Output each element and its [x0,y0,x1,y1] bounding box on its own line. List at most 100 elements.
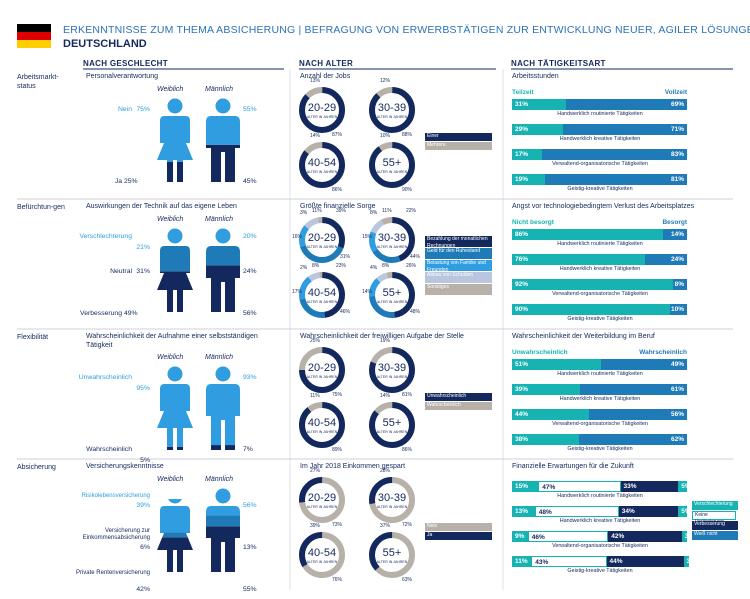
activity-cat-0-0: Handwerklich routinierte Tätigkeiten [557,111,643,117]
activity-right-series-0: Vollzeit [664,89,687,96]
donut-val-1-3-1: 26% [406,263,417,269]
row-head-2: Flexibilität [17,334,49,341]
donut-1-3: 55+ALTER IN JAHREN [369,272,415,318]
activity-cat-2-2: Verwaltend-organisatorische Tätigkeiten [552,421,648,427]
activity-val-3-3-1: 43% [535,558,549,566]
donut-segment-2-0-0 [299,347,345,393]
activity-bar-3-1-1: 48% [534,506,619,517]
donut-age-2-2: 40-54 [308,417,336,429]
activity-val-3-1-0: 13% [515,507,529,515]
gender-cat-label-3-2: Private Rentenversicherung [75,570,150,576]
activity-q-title-3: Finanzielle Erwartungen für die Zukunft [512,463,634,470]
donut-suffix-1-3: ALTER IN JAHREN [377,300,408,304]
activity-val-1-1-1: 24% [670,255,684,263]
activity-bar-1-3-1: 10% [669,304,687,315]
gender-pct-male-2-1: 7% [243,446,253,453]
female-figure-1 [157,228,193,312]
donut-val-1-0-3: 11% [312,208,322,214]
activity-legend-3-1: Keine Veränderung [692,511,736,525]
gender-label-male-3: Männlich [205,476,234,483]
age-legend-1-4: Sonstiges [425,284,492,295]
gender-pct-male-2-0: 93% [243,374,257,381]
male-figure-1 [206,228,240,312]
activity-bar-3-1-3: 5% [678,506,691,517]
activity-cat-1-2: Verwaltend-organisatorische Tätigkeiten [552,291,648,297]
activity-legend-3-3: Weiß nicht [692,531,738,540]
donut-suffix-1-2: ALTER IN JAHREN [307,300,338,304]
activity-val-2-0-1: 49% [670,360,684,368]
activity-cat-1-0: Handwerklich routinierte Tätigkeiten [557,241,643,247]
donut-age-1-0: 20-29 [308,232,336,244]
activity-val-0-0-1: 69% [670,100,684,108]
activity-val-3-1-1: 48% [538,508,552,516]
donut-segment-1-3-2 [369,272,415,318]
age-legend-3-1: Ja [425,532,492,540]
gender-label-female-2: Weiblich [157,354,184,361]
gender-pct-female-2-0: 95% [136,385,150,392]
activity-legend-3-0: Verschlechterung [692,501,738,510]
donut-segment-1-1-1 [369,217,415,263]
donut-val-3-1-1: 28% [380,468,391,474]
activity-bar-0-3-0: 19% [512,174,546,185]
donut-suffix-2-3: ALTER IN JAHREN [377,430,408,434]
activity-cat-3-0: Handwerklich routinierte Tätigkeiten [557,493,643,499]
donut-segment-3-3-1 [369,532,415,578]
donut-segment-0-0-0 [299,87,345,133]
gender-label-female-0: Weiblich [157,86,184,93]
donut-segment-1-2-0 [299,272,345,318]
activity-val-2-0-0: 51% [515,360,529,368]
activity-right-series-2: Wahrscheinlich [639,349,687,356]
donut-segment-1-3-0 [369,272,415,318]
age-legend-2-0: Unwahrscheinlich [425,393,492,401]
age-legend-1-3: Abbau von Schulden [425,272,492,283]
gender-cat-label-0-0: Nein [118,106,132,113]
gender-cat-label-2-0: Unwahrscheinlich [78,374,132,381]
activity-bar-3-0-1: 47% [538,481,621,492]
activity-val-3-3-2: 44% [609,557,623,565]
gender-label-female-1: Weiblich [157,216,184,223]
gender-cat-label-2-1: Wahrscheinlich [86,446,132,453]
gender-label-male-2: Männlich [205,354,234,361]
gender-pct-male-1-2: 56% [243,310,257,317]
activity-cat-3-2: Verwaltend-organisatorische Tätigkeiten [552,543,648,549]
donut-val-0-0-1: 13% [310,78,321,84]
activity-bar-3-1-0: 13% [512,506,535,517]
gender-pct-male-3-1: 13% [243,544,257,551]
donut-val-3-0-1: 27% [310,468,321,474]
gender-label-female-3: Weiblich [157,476,184,483]
activity-cat-1-3: Geistig-kreative Tätigkeiten [567,316,633,322]
activity-bar-1-3-0: 90% [512,304,670,315]
activity-bar-1-0-0: 86% [512,229,663,240]
donut-segment-0-2-1 [299,142,345,188]
donut-val-3-3-1: 37% [380,523,391,529]
activity-val-0-2-0: 17% [515,150,529,158]
activity-left-series-2: Unwahrscheinlich [512,349,568,356]
activity-q-title-0: Arbeitsstunden [512,73,559,80]
age-q-title-2: Wahrscheinlichkeit der freiwilligen Aufg… [300,333,464,340]
activity-bar-1-1-1: 24% [645,254,687,265]
gender-pct-male-1-0: 20% [243,233,257,240]
german-flag-icon [17,24,51,48]
activity-val-2-2-1: 56% [670,410,684,418]
activity-bar-1-1-0: 76% [512,254,645,265]
activity-legend-3-2: Verbesserung [692,521,738,530]
gender-cat-label-3-0: Risikolebensversicherung [81,493,150,499]
donut-age-0-3: 55+ [383,157,402,169]
activity-bar-1-2-1: 8% [673,279,687,290]
donut-age-2-3: 55+ [383,417,402,429]
activity-cat-3-1: Handwerklich kreative Tätigkeiten [559,518,641,524]
age-legend-0-0: Einer [425,133,492,141]
activity-val-3-0-2: 33% [623,482,637,490]
activity-bar-2-2-0: 44% [512,409,589,420]
column-head-activity: NACH TÄTIGKEITSART [511,59,606,68]
activity-bar-0-2-0: 17% [512,149,542,160]
activity-val-2-3-1: 62% [670,435,684,443]
gender-pct-female-0-1: 25% [124,178,138,185]
donut-segment-1-2-4 [299,272,345,318]
gender-pct-female-1-0: 21% [136,244,150,251]
activity-val-3-1-2: 34% [621,507,635,515]
donut-val-2-0-0: 75% [332,392,343,398]
